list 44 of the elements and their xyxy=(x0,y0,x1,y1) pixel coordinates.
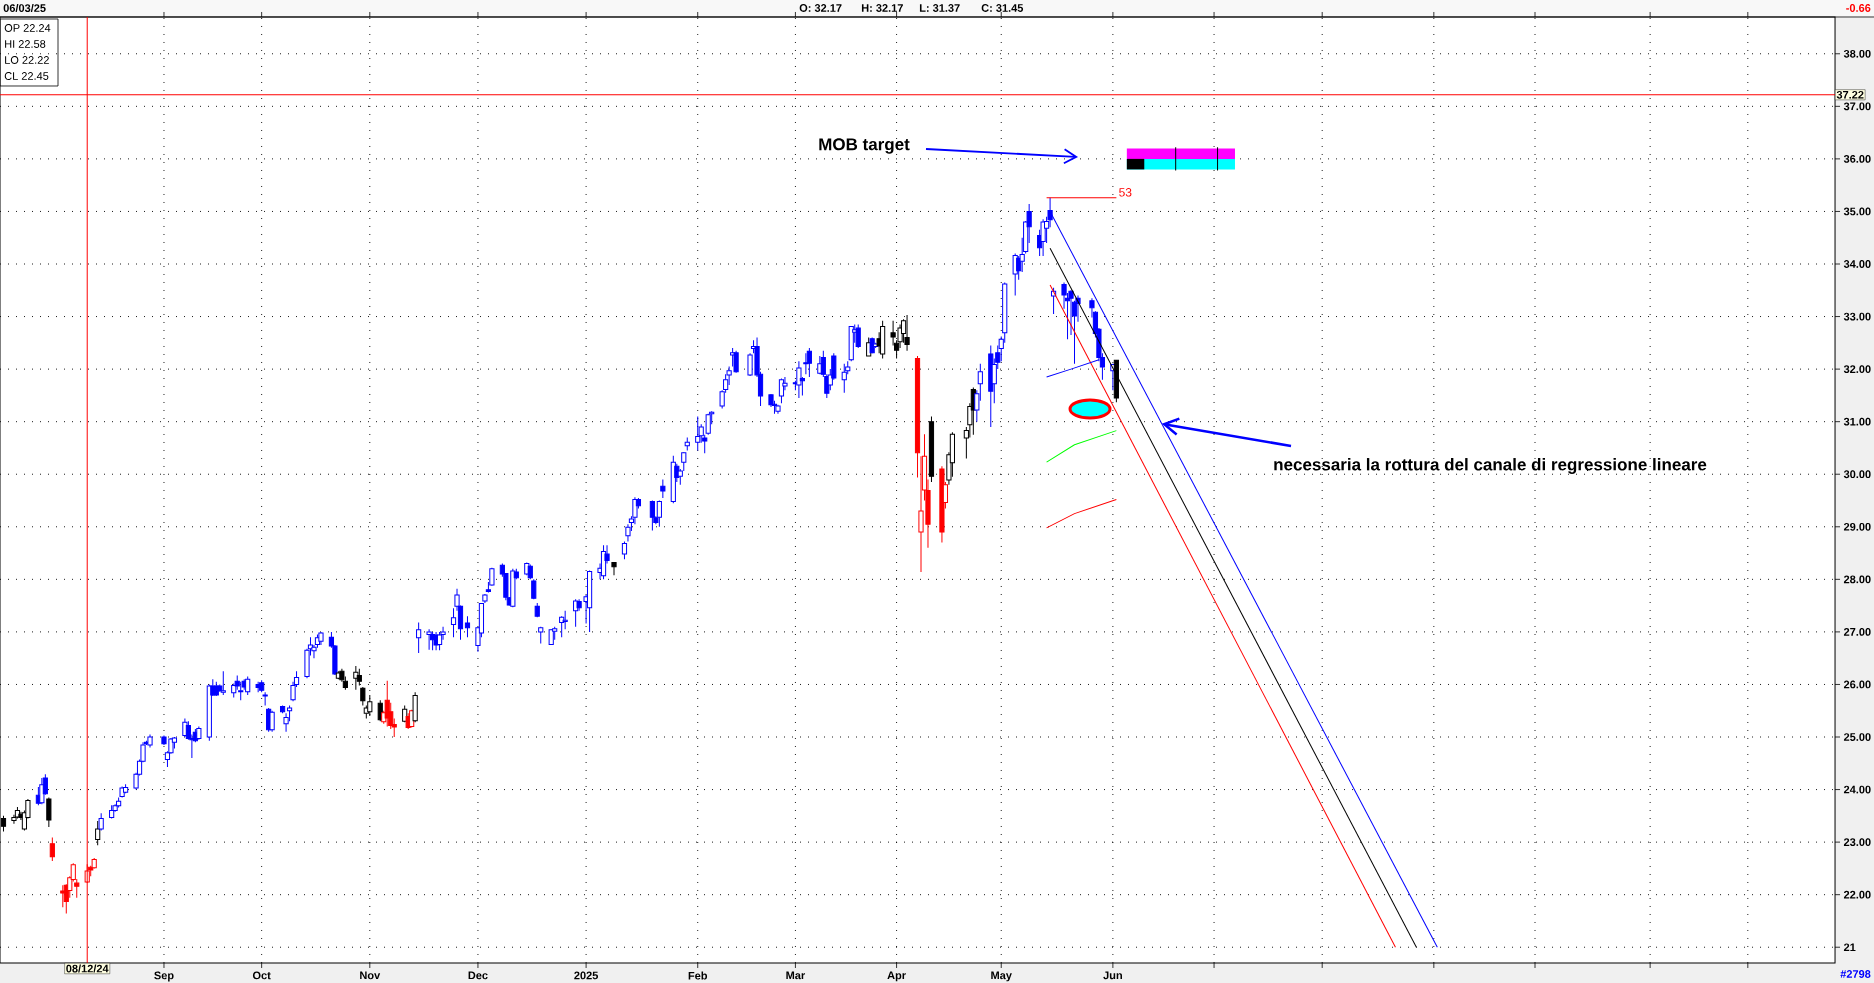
ref-line-label: 37.22 xyxy=(1836,90,1864,99)
annotation: HI 22.58 xyxy=(5,40,46,48)
y-tick-label: 27.00 xyxy=(1843,628,1871,636)
text: O: 32.17 xyxy=(799,4,842,12)
text: H: 32.17 xyxy=(861,4,903,12)
y-tick-label: 38.00 xyxy=(1843,49,1871,58)
x-tick-label: 2025 xyxy=(574,971,599,980)
x-tick-label: Feb xyxy=(688,971,708,980)
y-tick-label: 36.00 xyxy=(1843,155,1871,163)
y-tick-label: 26.00 xyxy=(1843,680,1871,689)
text: #2798 xyxy=(1840,970,1871,978)
x-tick-label: May xyxy=(991,971,1012,982)
text: L: 31.37 xyxy=(919,4,960,12)
y-tick-label: 37.00 xyxy=(1843,102,1871,111)
y-tick-label: 21 xyxy=(1843,943,1856,952)
annotation: 53 xyxy=(1119,188,1132,197)
y-tick-label: 33.00 xyxy=(1843,312,1871,321)
x-tick-label: Apr xyxy=(887,971,906,982)
ref-line-label: 08/12/24 xyxy=(66,964,109,973)
x-tick-label: Jun xyxy=(1103,971,1122,980)
y-tick-label: 24.00 xyxy=(1843,785,1871,794)
annotation: OP 22.24 xyxy=(4,24,51,32)
y-tick-label: 31.00 xyxy=(1843,417,1871,426)
annotation: necessaria la rottura del canale di regressione lineare xyxy=(1274,458,1707,474)
x-tick-label: Sep xyxy=(154,971,174,982)
y-tick-label: 25.00 xyxy=(1843,733,1871,741)
y-tick-label: 35.00 xyxy=(1843,207,1871,216)
y-tick-label: 22.00 xyxy=(1843,890,1871,899)
text: C: 31.45 xyxy=(981,4,1024,12)
x-tick-label: Nov xyxy=(360,971,381,980)
text: 06/03/25 xyxy=(3,3,46,13)
y-tick-label: 28.00 xyxy=(1843,575,1871,584)
annotation: MOB target xyxy=(819,138,910,154)
annotation: LO 22.22 xyxy=(5,56,49,64)
y-tick-label: 23.00 xyxy=(1843,838,1871,847)
y-tick-label: 32.00 xyxy=(1843,365,1871,374)
y-tick-label: 30.00 xyxy=(1843,470,1871,479)
y-tick-label: 34.00 xyxy=(1843,260,1871,268)
x-tick-label: Oct xyxy=(252,971,271,980)
text: -0.66 xyxy=(1846,4,1871,12)
x-tick-label: Mar xyxy=(786,971,806,980)
y-tick-label: 29.00 xyxy=(1843,522,1871,531)
annotation: CL 22.45 xyxy=(4,72,49,80)
x-tick-label: Dec xyxy=(468,971,488,980)
